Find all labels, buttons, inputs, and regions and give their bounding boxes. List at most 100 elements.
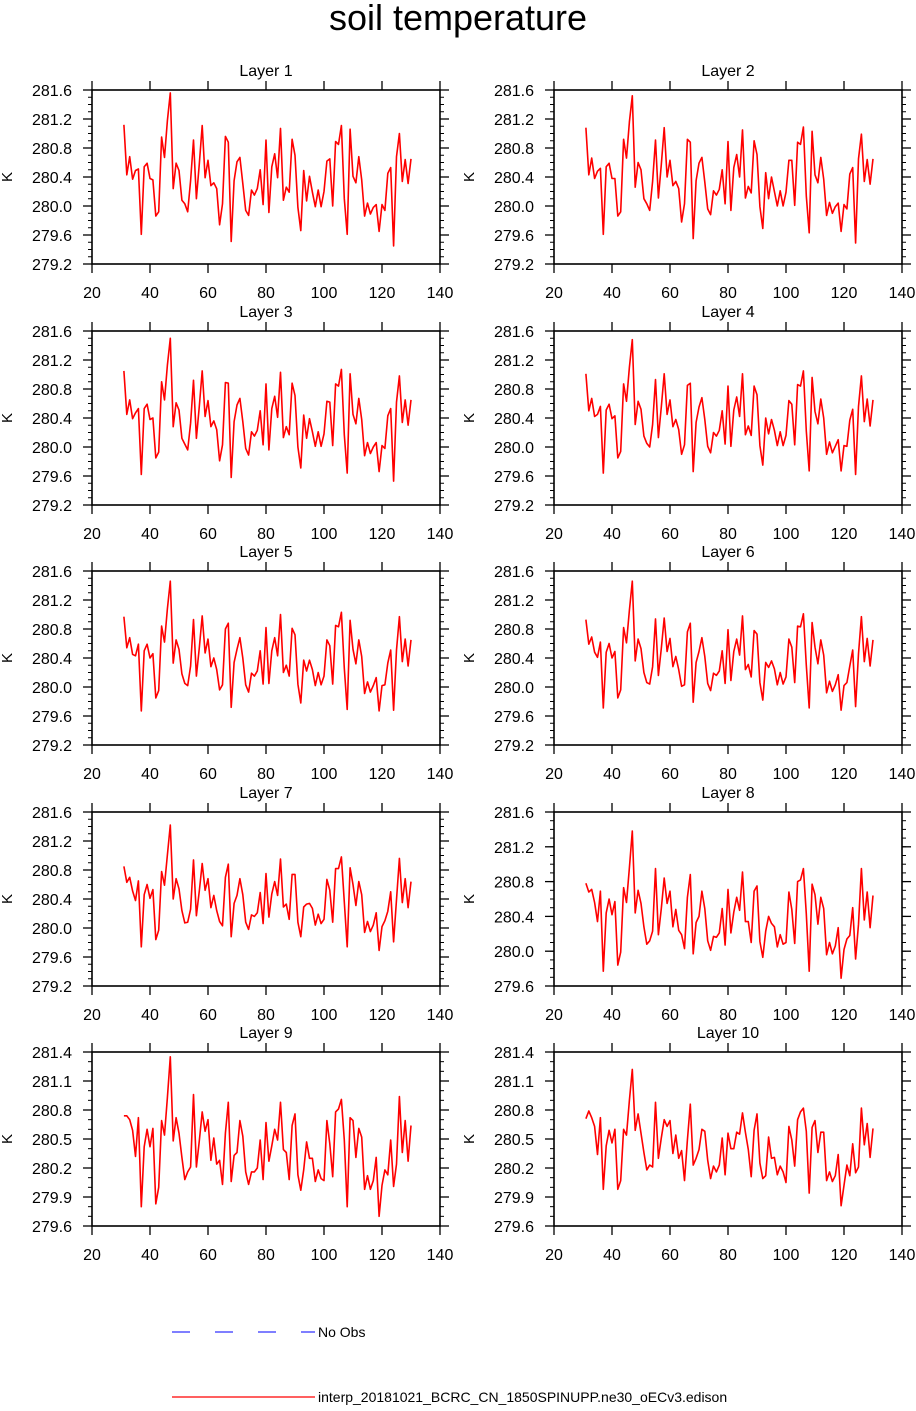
y-tick-label: 281.1 <box>32 1074 72 1091</box>
plot-frame <box>91 570 441 746</box>
y-tick-label: 279.2 <box>32 979 72 996</box>
x-tick-label: 20 <box>83 766 101 783</box>
y-tick-label: 280.0 <box>32 199 72 216</box>
y-tick-label: 279.6 <box>32 469 72 486</box>
x-tick-label: 100 <box>773 1007 800 1024</box>
y-tick-label: 279.6 <box>494 979 534 996</box>
y-tick-label: 280.8 <box>494 382 534 399</box>
x-tick-label: 120 <box>369 766 396 783</box>
y-tick-label: 281.4 <box>494 1045 534 1062</box>
x-tick-label: 80 <box>257 285 275 302</box>
y-tick-label: 280.4 <box>494 170 534 187</box>
panel-title: Layer 2 <box>701 63 754 80</box>
x-tick-label: 80 <box>257 526 275 543</box>
x-tick-label: 40 <box>603 285 621 302</box>
y-axis-label: K <box>0 653 16 663</box>
y-tick-label: 280.0 <box>32 921 72 938</box>
x-tick-label: 120 <box>369 1247 396 1264</box>
x-tick-label: 140 <box>889 285 916 302</box>
y-tick-label: 280.4 <box>494 909 534 926</box>
panel-title: Layer 10 <box>697 1025 759 1042</box>
x-tick-label: 20 <box>545 766 563 783</box>
plot-frame <box>553 570 903 746</box>
x-tick-label: 100 <box>773 526 800 543</box>
series-line <box>123 1056 412 1218</box>
x-tick-label: 60 <box>661 1247 679 1264</box>
y-tick-label: 280.8 <box>32 382 72 399</box>
x-tick-label: 40 <box>141 285 159 302</box>
x-tick-label: 100 <box>311 526 338 543</box>
x-tick-label: 100 <box>773 766 800 783</box>
y-axis-label: K <box>461 172 478 182</box>
y-tick-label: 279.2 <box>32 498 72 515</box>
y-tick-label: 280.8 <box>494 875 534 892</box>
y-tick-label: 280.5 <box>32 1132 72 1149</box>
x-tick-label: 80 <box>257 1247 275 1264</box>
x-tick-label: 60 <box>199 1247 217 1264</box>
x-tick-label: 60 <box>199 526 217 543</box>
plot-frame <box>91 89 441 265</box>
x-tick-label: 120 <box>831 1247 858 1264</box>
panel-title: Layer 4 <box>701 304 754 321</box>
x-tick-label: 40 <box>141 1007 159 1024</box>
plot-frame <box>553 1051 903 1227</box>
plot-frame <box>91 1051 441 1227</box>
y-tick-label: 280.8 <box>32 1103 72 1120</box>
x-tick-label: 20 <box>83 526 101 543</box>
y-tick-label: 280.8 <box>32 863 72 880</box>
plot-frame <box>91 811 441 987</box>
y-tick-label: 279.6 <box>494 469 534 486</box>
x-tick-label: 60 <box>661 766 679 783</box>
series-line <box>585 830 874 980</box>
y-tick-label: 279.9 <box>32 1190 72 1207</box>
panel-layer-9: Layer 9 K 20 40 60 80 100 120 140 279.6 279.9 280.2… <box>0 1025 453 1264</box>
y-tick-label: 279.2 <box>32 257 72 274</box>
y-tick-label: 280.5 <box>494 1132 534 1149</box>
x-tick-label: 100 <box>773 1247 800 1264</box>
series-line <box>585 95 874 244</box>
y-tick-label: 281.6 <box>494 83 534 100</box>
y-tick-label: 280.4 <box>32 411 72 428</box>
x-tick-label: 100 <box>773 285 800 302</box>
x-tick-label: 80 <box>719 526 737 543</box>
y-tick-label: 279.2 <box>494 738 534 755</box>
panel-layer-2: Layer 2 K 20 40 60 80 100 120 140 279.2 279.6 280.0… <box>461 63 915 302</box>
y-tick-label: 280.0 <box>494 440 534 457</box>
y-tick-label: 280.0 <box>32 680 72 697</box>
y-tick-label: 281.2 <box>494 840 534 857</box>
x-tick-label: 140 <box>427 1007 454 1024</box>
x-tick-label: 20 <box>545 526 563 543</box>
x-tick-label: 100 <box>311 285 338 302</box>
x-tick-label: 120 <box>369 1007 396 1024</box>
plot-frame <box>553 811 903 987</box>
x-tick-label: 20 <box>545 285 563 302</box>
x-tick-label: 120 <box>831 285 858 302</box>
x-tick-label: 40 <box>603 1247 621 1264</box>
series-line <box>585 338 874 476</box>
y-tick-label: 280.2 <box>494 1161 534 1178</box>
y-tick-label: 281.4 <box>32 1045 72 1062</box>
legend: No Obs interp_20181021_BCRC_CN_1850SPINU… <box>172 1324 727 1405</box>
series-line <box>585 1068 874 1207</box>
series-line <box>585 580 874 712</box>
panel-title: Layer 6 <box>701 544 754 561</box>
x-tick-label: 20 <box>83 285 101 302</box>
x-tick-label: 20 <box>83 1247 101 1264</box>
y-tick-label: 279.6 <box>32 709 72 726</box>
panel-title: Layer 9 <box>239 1025 292 1042</box>
x-tick-label: 120 <box>369 526 396 543</box>
y-tick-label: 279.6 <box>32 1219 72 1236</box>
plot-frame <box>553 89 903 265</box>
panel-title: Layer 3 <box>239 304 292 321</box>
panel-title: Layer 7 <box>239 785 292 802</box>
y-tick-label: 279.6 <box>32 228 72 245</box>
x-tick-label: 120 <box>831 526 858 543</box>
y-axis-label: K <box>0 413 16 423</box>
y-axis-label: K <box>461 894 478 904</box>
x-tick-label: 140 <box>889 1007 916 1024</box>
y-axis-label: K <box>461 653 478 663</box>
y-tick-label: 281.6 <box>32 83 72 100</box>
y-tick-label: 281.2 <box>32 112 72 129</box>
x-tick-label: 60 <box>661 1007 679 1024</box>
x-tick-label: 100 <box>311 1007 338 1024</box>
